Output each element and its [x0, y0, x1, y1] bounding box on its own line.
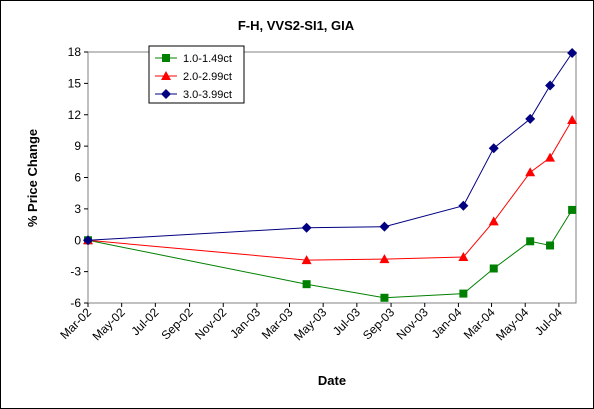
- legend: 1.0-1.49ct 2.0-2.99ct 3.0-3.99ct: [148, 45, 245, 104]
- data-point: [302, 280, 311, 289]
- x-tick-label: May-02: [90, 305, 128, 343]
- x-tick-label: Nov-02: [192, 305, 229, 342]
- series-line: [87, 52, 573, 241]
- data-point: [488, 216, 499, 226]
- x-tick-label: May-04: [493, 305, 531, 343]
- data-point: [458, 251, 469, 261]
- legend-marker: [161, 89, 171, 99]
- x-tick-label: Jul-03: [330, 305, 363, 338]
- x-tick-label: Jul-04: [532, 305, 565, 338]
- y-tick-label: 12: [68, 108, 82, 122]
- x-tick-label: Jan-03: [227, 305, 263, 341]
- data-point: [379, 221, 390, 232]
- data-point: [301, 255, 312, 265]
- x-tick-label: Sep-03: [360, 305, 397, 342]
- y-tick-label: 15: [68, 76, 82, 90]
- y-axis: -6 -3 0 3 6 9 12 15 18: [68, 45, 88, 310]
- y-tick-label: -3: [70, 265, 81, 279]
- x-tick-label: Sep-02: [158, 305, 195, 342]
- data-point: [380, 293, 389, 302]
- data-point: [379, 254, 390, 264]
- x-tick-label: Jan-04: [429, 305, 465, 341]
- data-point: [525, 167, 536, 177]
- x-tick-label: May-03: [291, 305, 329, 343]
- data-point: [546, 241, 555, 250]
- data-point: [459, 289, 468, 298]
- series-layer: [83, 48, 578, 302]
- data-point: [545, 80, 556, 91]
- data-point: [488, 143, 499, 154]
- x-tick-label: Mar-04: [461, 305, 498, 342]
- x-tick-label: Mar-03: [259, 305, 296, 342]
- x-axis-title: Date: [318, 373, 346, 388]
- data-point: [526, 237, 535, 246]
- chart-title: F-H, VVS2-SI1, GIA: [238, 18, 355, 33]
- series-3.0-3.99ct: [83, 48, 578, 246]
- y-tick-label: 6: [74, 171, 81, 185]
- y-tick-label: -6: [70, 296, 81, 310]
- x-tick-label: Nov-03: [394, 305, 431, 342]
- data-point: [567, 114, 578, 124]
- data-point: [489, 264, 498, 273]
- data-point: [568, 205, 577, 214]
- legend-marker: [161, 71, 171, 80]
- y-tick-label: 18: [68, 45, 82, 59]
- x-tick-label: Mar-02: [57, 305, 94, 342]
- legend-marker: [162, 54, 170, 62]
- legend-label: 1.0-1.49ct: [183, 53, 232, 65]
- legend-label: 2.0-2.99ct: [183, 71, 232, 83]
- y-tick-label: 3: [74, 202, 81, 216]
- data-point: [567, 48, 578, 59]
- data-point: [83, 235, 93, 246]
- x-tick-label: Jul-02: [128, 305, 161, 338]
- y-tick-label: 0: [74, 233, 81, 247]
- y-axis-title: % Price Change: [25, 129, 40, 227]
- data-point: [301, 222, 312, 233]
- y-tick-label: 9: [74, 139, 81, 153]
- data-point: [525, 113, 536, 124]
- data-point: [545, 152, 556, 162]
- data-point: [458, 200, 469, 211]
- legend-label: 3.0-3.99ct: [183, 89, 232, 101]
